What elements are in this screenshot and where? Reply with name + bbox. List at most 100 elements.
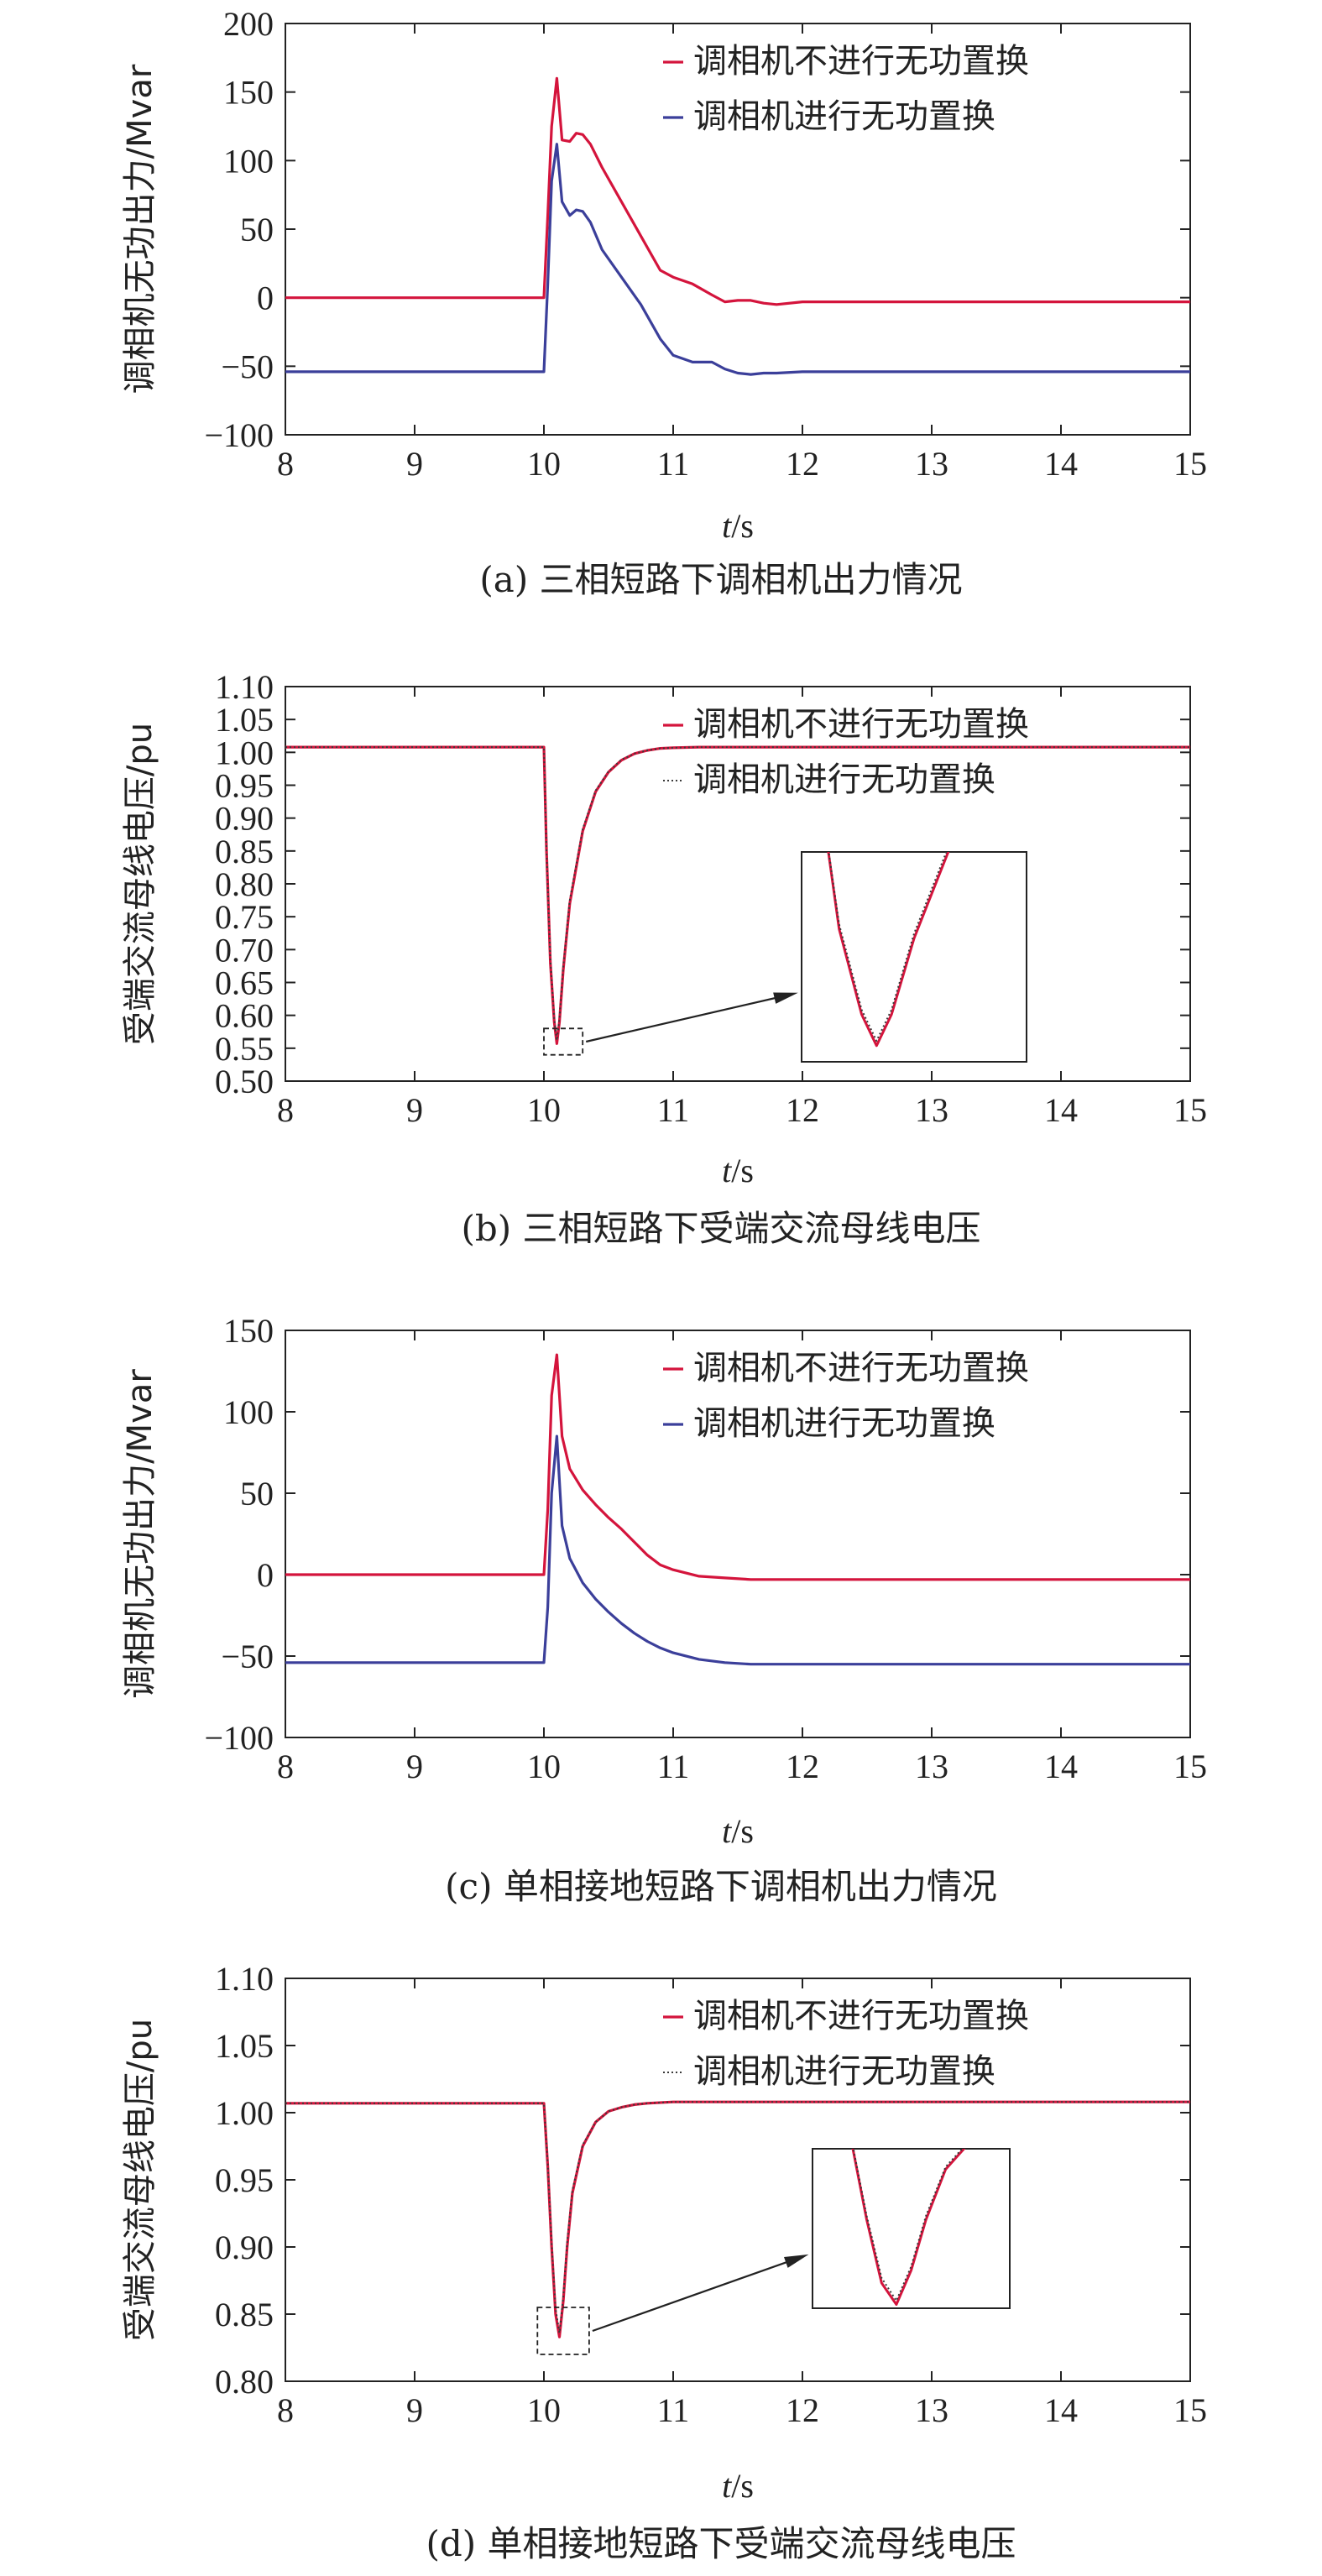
x-tick-label: 11	[657, 1748, 690, 1785]
y-tick-label: 150	[223, 1312, 274, 1350]
x-axis-title: t/s	[722, 507, 754, 545]
inset-frame	[801, 851, 1027, 1063]
y-tick-label: 0.75	[215, 898, 274, 936]
y-tick-label: 1.10	[215, 1960, 274, 1998]
legend-label-1: 调相机不进行无功置换	[693, 1349, 1029, 1387]
x-tick-label: 8	[277, 2391, 294, 2429]
chart-a: 8 9 10 11 12 13 14 15 −100 −50 0 50 100 150 200 t/s 调相机无…	[121, 5, 1207, 600]
inset-frame	[812, 2148, 1011, 2309]
x-tick-label: 14	[1044, 1748, 1078, 1785]
series-line-1	[285, 2100, 1190, 2338]
x-tick-label: 13	[915, 2391, 948, 2429]
y-tick-label: 0.70	[215, 931, 274, 969]
x-tick-label: 11	[657, 445, 690, 483]
chart-b: 8 9 10 11 12 13 14 150.500.550.600.650.700.750.…	[121, 668, 1207, 1249]
y-tick-label: 150	[223, 74, 274, 112]
x-tick-label: 9	[406, 1091, 423, 1129]
figure-caption: (c) 单相接地短路下调相机出力情况	[445, 1866, 997, 1907]
y-tick-label: 0.65	[215, 964, 274, 1002]
zoom-arrow	[592, 2256, 802, 2333]
y-tick-label: 100	[223, 1393, 274, 1431]
legend-label-2: 调相机进行无功置换	[693, 97, 995, 136]
y-tick-label: −100	[204, 1719, 274, 1757]
series-line-1	[285, 76, 1190, 306]
zoom-box	[536, 2307, 590, 2355]
legend-label-2: 调相机进行无功置换	[693, 1404, 995, 1443]
x-tick-label: 8	[277, 1748, 294, 1785]
legend-label-2: 调相机进行无功置换	[693, 760, 995, 799]
x-tick-label: 14	[1044, 1091, 1078, 1129]
x-tick-label: 15	[1173, 445, 1207, 483]
figure-caption: (a) 三相短路下调相机出力情况	[479, 559, 962, 600]
y-tick-label: 0.95	[215, 767, 274, 805]
inset-line-1	[851, 2149, 966, 2306]
y-tick-label: 1.05	[215, 701, 274, 739]
chart-d: 8 9 10 11 12 13 14 15 0.80 0.85 0.90 0.95 1.00 1.05 1.…	[121, 1960, 1207, 2564]
inset-series	[851, 2149, 966, 2306]
y-tick-label: 1.00	[215, 734, 274, 771]
y-tick-label: 0.60	[215, 997, 274, 1035]
figure-caption: (b) 三相短路下受端交流母线电压	[461, 1208, 980, 1249]
series-group	[285, 1353, 1190, 1666]
series-line-2	[285, 143, 1190, 376]
y-tick-label: 0.80	[215, 2363, 274, 2401]
y-tick-label: 0.80	[215, 865, 274, 903]
x-tick-label: 14	[1044, 445, 1078, 483]
y-tick-label: 200	[223, 5, 274, 43]
zoom-arrow	[585, 993, 791, 1043]
y-tick-label: 0.85	[215, 833, 274, 870]
y-tick-label: −50	[221, 347, 274, 385]
chart-c: 8 9 10 11 12 13 14 15 −100 −50 0 50 100 150 t/s 调相机无功出力…	[121, 1312, 1207, 1907]
x-tick-label: 10	[527, 445, 561, 483]
zoom-arrow-head	[773, 992, 798, 1004]
zoom-arrow-head	[784, 2254, 809, 2268]
x-tick-label: 10	[527, 2391, 561, 2429]
x-tick-label: 12	[786, 1748, 819, 1785]
series-group	[285, 745, 1190, 1045]
series-group	[285, 76, 1190, 376]
x-axis-title: t/s	[722, 2467, 754, 2505]
legend-label-1: 调相机不进行无功置换	[693, 1997, 1029, 2035]
y-axis-title: 受端交流母线电压/pu	[121, 723, 159, 1045]
inset-line-2	[828, 852, 948, 1042]
x-axis-title: t/s	[722, 1812, 754, 1850]
x-tick-label: 10	[527, 1091, 561, 1129]
inset-line-2	[852, 2149, 964, 2302]
y-tick-label: −100	[204, 416, 274, 454]
y-tick-label: −50	[221, 1638, 274, 1675]
x-tick-label: 8	[277, 1091, 294, 1129]
figure-caption: (d) 单相接地短路下受端交流母线电压	[426, 2523, 1016, 2564]
x-tick-label: 8	[277, 445, 294, 483]
x-tick-label: 10	[527, 1748, 561, 1785]
x-tick-label: 15	[1173, 2391, 1207, 2429]
x-tick-label: 15	[1173, 1091, 1207, 1129]
y-tick-label: 0.90	[215, 800, 274, 838]
zoom-box	[543, 1027, 584, 1056]
y-axis-title: 调相机无功出力/Mvar	[121, 64, 159, 394]
series-line-2	[285, 1434, 1190, 1666]
y-tick-label: 0.50	[215, 1063, 274, 1100]
x-tick-label: 15	[1173, 1748, 1207, 1785]
legend-label-2: 调相机进行无功置换	[693, 2052, 995, 2091]
y-axis-title: 调相机无功出力/Mvar	[121, 1369, 159, 1699]
x-tick-label: 13	[915, 1091, 948, 1129]
y-tick-label: 1.10	[215, 668, 274, 706]
y-tick-label: 0.95	[215, 2161, 274, 2199]
y-tick-label: 1.05	[215, 2027, 274, 2065]
y-tick-label: 0	[257, 280, 274, 317]
y-tick-label: 0	[257, 1556, 274, 1594]
plot-frame	[285, 1330, 1191, 1738]
inset-series	[827, 852, 950, 1048]
x-tick-label: 14	[1044, 2391, 1078, 2429]
x-tick-label: 13	[915, 1748, 948, 1785]
inset-line-1	[827, 852, 950, 1048]
series-group	[285, 2100, 1190, 2338]
x-tick-label: 12	[786, 445, 819, 483]
plot-frame	[285, 1978, 1191, 2382]
x-tick-label: 12	[786, 2391, 819, 2429]
x-tick-label: 12	[786, 1091, 819, 1129]
x-tick-label: 11	[657, 2391, 690, 2429]
y-tick-label: 50	[240, 1475, 274, 1513]
